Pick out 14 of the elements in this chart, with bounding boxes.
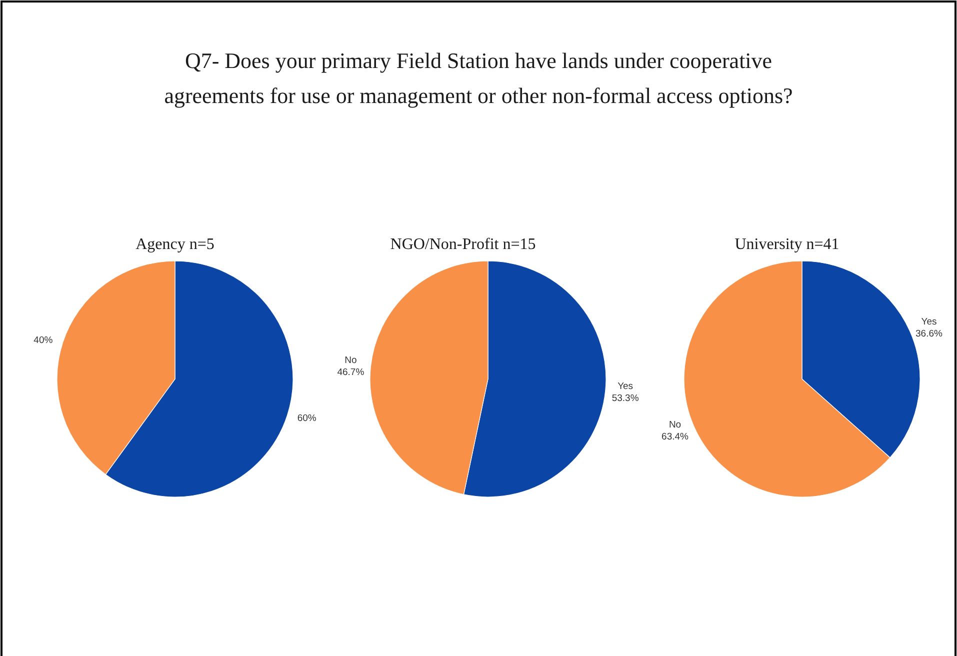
chart-subtitle: University n=41 [734, 236, 840, 253]
data-label: 60% [297, 412, 317, 424]
slice-label: Yes [921, 316, 937, 328]
data-label: 63.4% [662, 431, 690, 442]
chart-subtitle: NGO/Non-Profit n=15 [390, 236, 536, 253]
slice-label: Yes [618, 380, 634, 392]
data-label: 53.3% [612, 392, 640, 404]
data-label: 40% [34, 334, 54, 346]
text: Q7- Does your primary Field Station have lands under cooperative agreements for use or management or other non-formal access options? [164, 48, 793, 108]
data-label: 46.7% [337, 366, 365, 378]
slice-label: No [344, 354, 357, 366]
data-label: 36.6% [916, 328, 944, 340]
slice-label: No [668, 419, 682, 430]
chart-subtitle: Agency n=5 [136, 236, 214, 253]
